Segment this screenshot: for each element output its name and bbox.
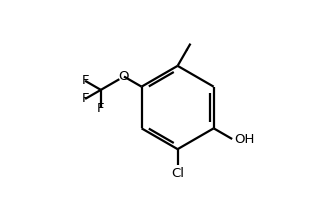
Text: O: O xyxy=(119,70,129,83)
Text: F: F xyxy=(81,92,89,105)
Text: OH: OH xyxy=(234,132,255,146)
Text: F: F xyxy=(81,74,89,87)
Text: F: F xyxy=(97,101,104,115)
Text: Cl: Cl xyxy=(171,167,184,180)
